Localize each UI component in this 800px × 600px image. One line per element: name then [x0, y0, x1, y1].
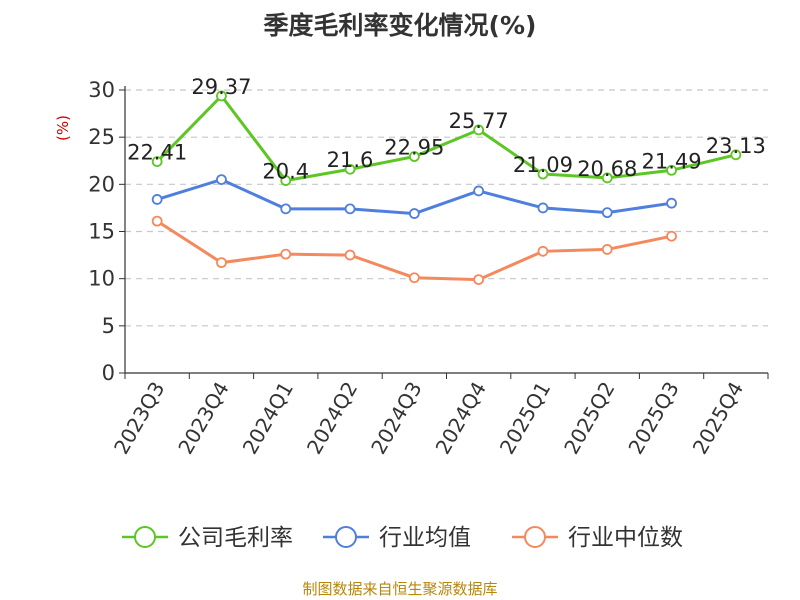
data-label: 21.6 [327, 148, 374, 172]
legend-label: 行业均值 [379, 525, 471, 551]
y-tick-label: 0 [102, 361, 115, 385]
data-point[interactable] [473, 274, 485, 286]
y-tick-label: 20 [88, 172, 115, 196]
x-tick-label: 2025Q2 [559, 378, 619, 459]
data-point[interactable] [408, 272, 420, 284]
data-label: 21.09 [513, 153, 573, 177]
data-point[interactable] [280, 248, 292, 260]
data-label: 20.4 [262, 160, 309, 184]
data-point[interactable] [730, 149, 742, 161]
x-tick-label: 2025Q1 [495, 378, 555, 459]
x-tick-label: 2024Q2 [302, 378, 362, 459]
data-point[interactable] [216, 174, 227, 186]
y-axis-label: (%) [54, 115, 72, 141]
legend-label: 公司毛利率 [178, 525, 293, 551]
data-point[interactable] [537, 168, 549, 180]
series-line-3 [156, 219, 672, 282]
data-point[interactable] [280, 203, 292, 215]
data-point[interactable] [151, 156, 163, 167]
source-note: 制图数据来自恒生聚源数据库 [302, 580, 498, 598]
data-point[interactable] [666, 164, 677, 176]
chart-title: 季度毛利率变化情况(%) [263, 11, 537, 40]
series-line-1 [156, 93, 737, 183]
data-point[interactable] [666, 197, 677, 209]
legend-marker [335, 526, 357, 548]
data-point[interactable] [601, 244, 613, 255]
data-point[interactable] [537, 245, 549, 257]
x-tick-label: 2023Q4 [173, 378, 233, 459]
data-point[interactable] [473, 185, 485, 197]
y-tick-label: 10 [88, 267, 115, 291]
legend-marker [134, 526, 156, 548]
y-tick-label: 25 [88, 125, 115, 149]
y-tick-label: 5 [102, 314, 115, 338]
legend[interactable]: 公司毛利率 行业均值 行业中位数 [122, 525, 683, 551]
legend-item[interactable]: 公司毛利率 [122, 525, 293, 551]
data-point[interactable] [344, 249, 356, 261]
data-label: 22.95 [384, 136, 444, 160]
data-point[interactable] [601, 172, 613, 184]
data-label: 22.41 [127, 141, 187, 165]
data-point[interactable] [537, 202, 549, 214]
data-label: 20.68 [577, 157, 637, 181]
data-point[interactable] [666, 230, 677, 242]
x-tick-label: 2024Q1 [238, 378, 298, 459]
data-label: 29.37 [191, 75, 251, 99]
data-label: 21.49 [641, 149, 701, 173]
data-label: 25.77 [449, 109, 509, 133]
data-label: 23.13 [706, 134, 766, 158]
legend-item[interactable]: 行业均值 [323, 525, 471, 551]
data-point[interactable] [151, 194, 163, 205]
data-point[interactable] [408, 151, 420, 162]
data-point[interactable] [473, 124, 485, 136]
data-point[interactable] [280, 175, 292, 186]
legend-marker [524, 526, 546, 548]
data-point[interactable] [601, 207, 613, 219]
y-tick-label: 15 [88, 220, 115, 244]
legend-item[interactable]: 行业中位数 [512, 525, 683, 551]
data-point[interactable] [216, 90, 227, 102]
x-tick-label: 2024Q3 [366, 378, 426, 459]
data-point[interactable] [344, 203, 356, 215]
y-tick-label: 30 [88, 78, 115, 102]
data-point[interactable] [151, 215, 163, 227]
x-tick-label: 2024Q4 [431, 378, 491, 459]
data-point[interactable] [408, 208, 420, 219]
x-tick-label: 2025Q4 [688, 378, 748, 459]
data-point[interactable] [344, 163, 356, 175]
legend-label: 行业中位数 [568, 525, 683, 551]
series-lines [151, 90, 742, 286]
x-tick-label: 2025Q3 [623, 378, 683, 459]
x-tick-label: 2023Q3 [109, 378, 169, 459]
data-point[interactable] [216, 257, 227, 269]
